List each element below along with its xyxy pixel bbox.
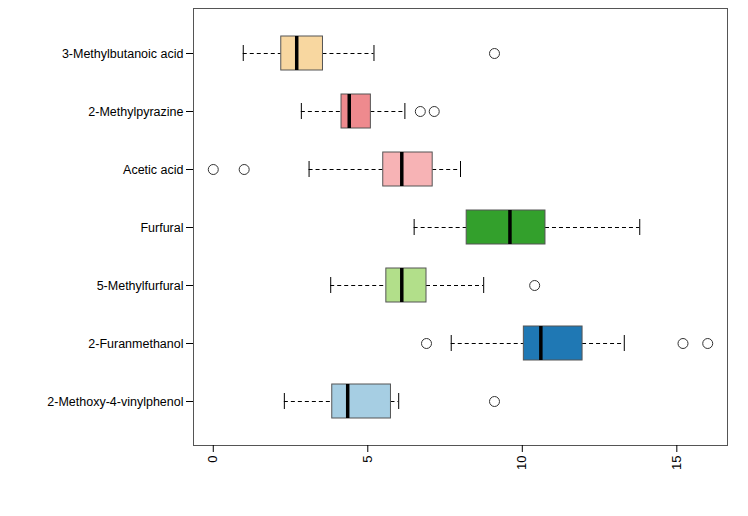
svg-text:2-Methylpyrazine: 2-Methylpyrazine [88,105,183,119]
svg-text:10: 10 [514,456,529,470]
svg-text:15: 15 [669,456,684,470]
svg-text:Furfural: Furfural [140,221,183,235]
svg-text:5-Methylfurfural: 5-Methylfurfural [97,279,184,293]
svg-text:2-Methoxy-4-vinylphenol: 2-Methoxy-4-vinylphenol [47,395,183,409]
svg-text:2-Furanmethanol: 2-Furanmethanol [88,337,183,351]
svg-text:Acetic acid: Acetic acid [123,163,183,177]
svg-text:5: 5 [360,456,375,463]
svg-text:3-Methylbutanoic acid: 3-Methylbutanoic acid [62,47,184,61]
svg-text:0: 0 [205,456,220,463]
